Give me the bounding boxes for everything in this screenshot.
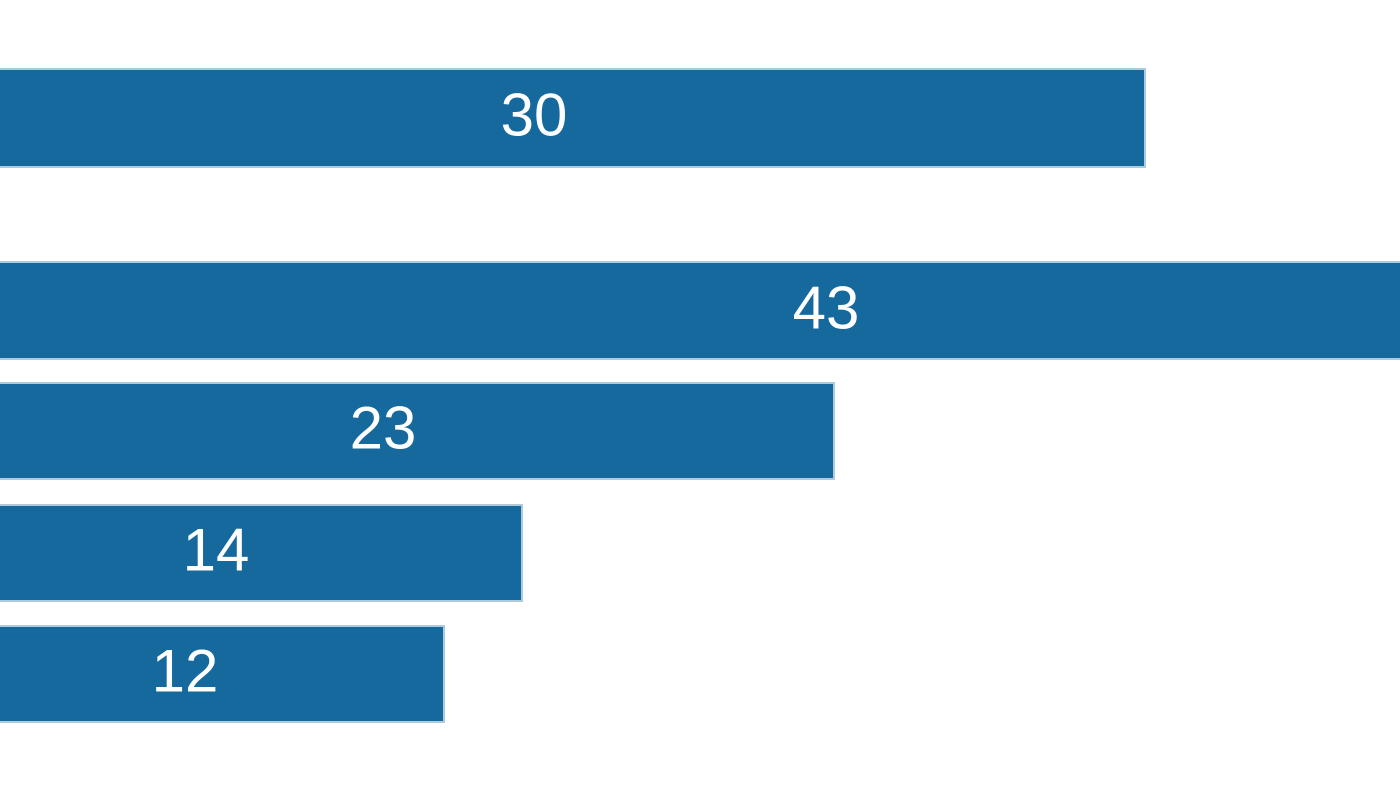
bar-value-label: 14 xyxy=(182,516,250,584)
bar: 12 xyxy=(0,625,445,723)
bar: 30 xyxy=(0,68,1146,168)
bar-value-label: 23 xyxy=(349,394,417,462)
bar: 23 xyxy=(0,382,835,480)
bar-value-label: 12 xyxy=(151,637,219,705)
bar: 14 xyxy=(0,504,523,602)
bar-value-label: 43 xyxy=(792,274,860,342)
bar: 43 xyxy=(0,261,1400,360)
bar-value-label: 30 xyxy=(500,81,568,149)
